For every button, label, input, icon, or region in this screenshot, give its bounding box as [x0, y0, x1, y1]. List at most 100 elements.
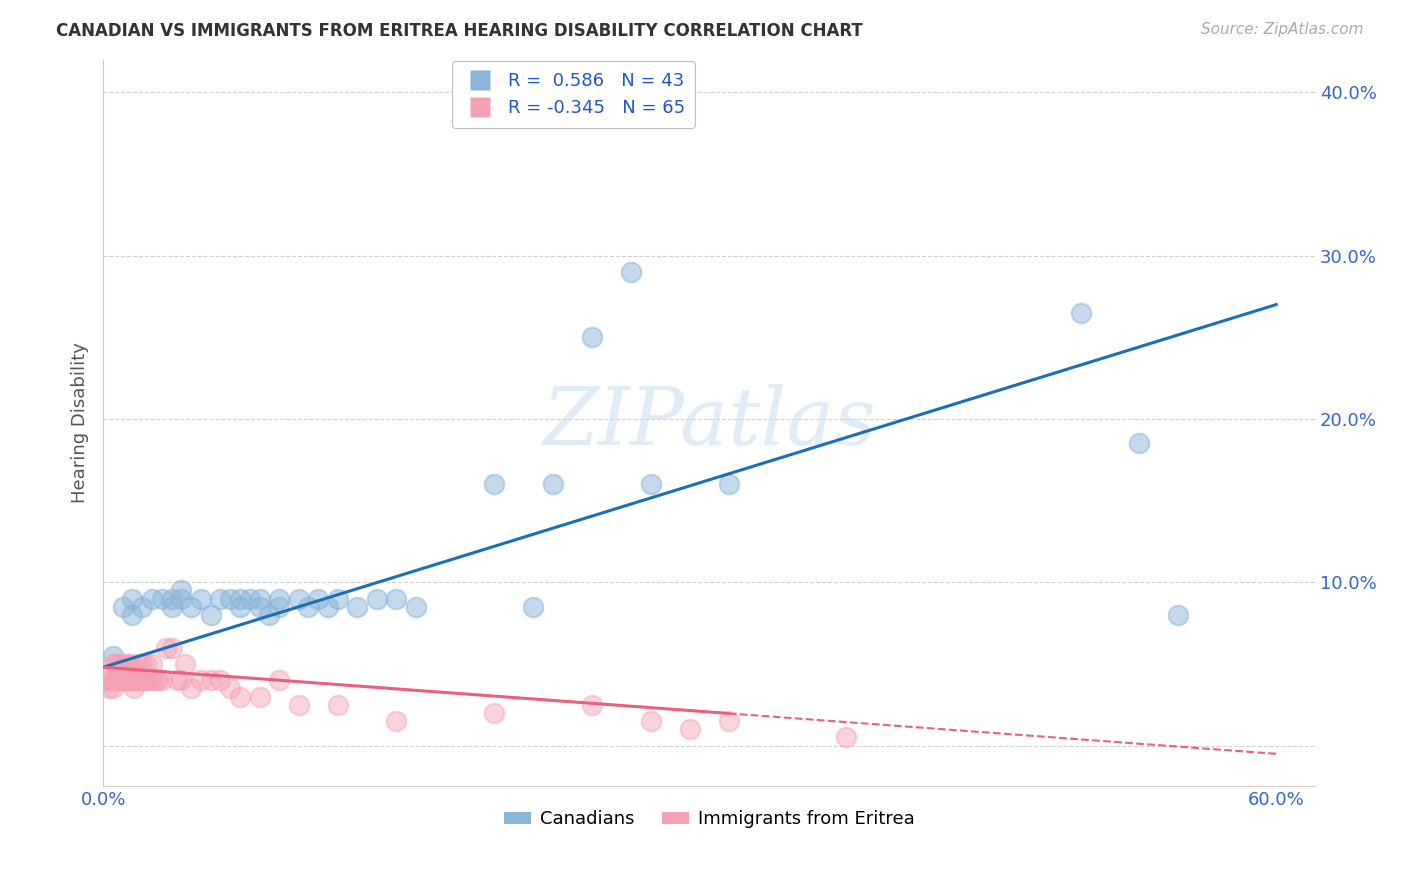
- Point: [105, 665, 128, 680]
- Point: [190, 673, 212, 688]
- Point: [229, 690, 252, 704]
- Point: [127, 673, 149, 688]
- Point: [115, 673, 138, 688]
- Point: [346, 599, 368, 614]
- Point: [110, 673, 132, 688]
- Point: [136, 673, 159, 688]
- Point: [104, 673, 127, 688]
- Point: [287, 591, 309, 606]
- Text: ZIPatlas: ZIPatlas: [543, 384, 876, 462]
- Point: [104, 657, 127, 671]
- Point: [141, 657, 163, 671]
- Point: [581, 330, 603, 344]
- Point: [124, 681, 146, 696]
- Point: [160, 599, 183, 614]
- Legend: Canadians, Immigrants from Eritrea: Canadians, Immigrants from Eritrea: [496, 803, 922, 836]
- Point: [180, 681, 202, 696]
- Point: [101, 648, 124, 663]
- Point: [150, 591, 173, 606]
- Point: [111, 657, 134, 671]
- Point: [150, 673, 173, 688]
- Text: CANADIAN VS IMMIGRANTS FROM ERITREA HEARING DISABILITY CORRELATION CHART: CANADIAN VS IMMIGRANTS FROM ERITREA HEAR…: [56, 22, 863, 40]
- Point: [121, 591, 143, 606]
- Point: [678, 723, 700, 737]
- Point: [522, 599, 544, 614]
- Point: [170, 591, 193, 606]
- Point: [297, 599, 319, 614]
- Point: [111, 599, 134, 614]
- Point: [249, 599, 271, 614]
- Point: [249, 591, 271, 606]
- Point: [640, 714, 662, 728]
- Point: [366, 591, 388, 606]
- Point: [121, 607, 143, 622]
- Point: [541, 477, 564, 491]
- Point: [307, 591, 329, 606]
- Point: [717, 477, 740, 491]
- Point: [1070, 306, 1092, 320]
- Point: [121, 665, 143, 680]
- Point: [385, 591, 408, 606]
- Point: [200, 673, 222, 688]
- Point: [117, 673, 139, 688]
- Point: [134, 673, 156, 688]
- Point: [267, 673, 290, 688]
- Point: [98, 681, 121, 696]
- Point: [107, 673, 129, 688]
- Y-axis label: Hearing Disability: Hearing Disability: [72, 343, 89, 503]
- Point: [101, 681, 124, 696]
- Point: [209, 673, 232, 688]
- Point: [200, 607, 222, 622]
- Point: [115, 657, 138, 671]
- Point: [482, 706, 505, 720]
- Point: [267, 591, 290, 606]
- Point: [170, 673, 193, 688]
- Point: [640, 477, 662, 491]
- Point: [316, 599, 339, 614]
- Point: [110, 665, 132, 680]
- Point: [405, 599, 427, 614]
- Point: [124, 673, 146, 688]
- Point: [101, 673, 124, 688]
- Point: [326, 591, 349, 606]
- Text: Source: ZipAtlas.com: Source: ZipAtlas.com: [1201, 22, 1364, 37]
- Point: [174, 657, 197, 671]
- Point: [141, 673, 163, 688]
- Point: [160, 591, 183, 606]
- Point: [160, 640, 183, 655]
- Point: [120, 657, 142, 671]
- Point: [249, 690, 271, 704]
- Point: [219, 681, 242, 696]
- Point: [170, 583, 193, 598]
- Point: [131, 673, 153, 688]
- Point: [135, 657, 157, 671]
- Point: [129, 673, 152, 688]
- Point: [131, 599, 153, 614]
- Point: [1167, 607, 1189, 622]
- Point: [111, 673, 134, 688]
- Point: [121, 673, 143, 688]
- Point: [219, 591, 242, 606]
- Point: [229, 591, 252, 606]
- Point: [117, 665, 139, 680]
- Point: [180, 599, 202, 614]
- Point: [717, 714, 740, 728]
- Point: [385, 714, 408, 728]
- Point: [131, 657, 153, 671]
- Point: [1128, 436, 1150, 450]
- Point: [239, 591, 262, 606]
- Point: [155, 640, 177, 655]
- Point: [581, 698, 603, 712]
- Point: [267, 599, 290, 614]
- Point: [127, 657, 149, 671]
- Point: [620, 265, 643, 279]
- Point: [114, 665, 136, 680]
- Point: [166, 673, 188, 688]
- Point: [135, 673, 157, 688]
- Point: [100, 673, 122, 688]
- Point: [326, 698, 349, 712]
- Point: [120, 673, 142, 688]
- Point: [229, 599, 252, 614]
- Point: [482, 477, 505, 491]
- Point: [111, 673, 134, 688]
